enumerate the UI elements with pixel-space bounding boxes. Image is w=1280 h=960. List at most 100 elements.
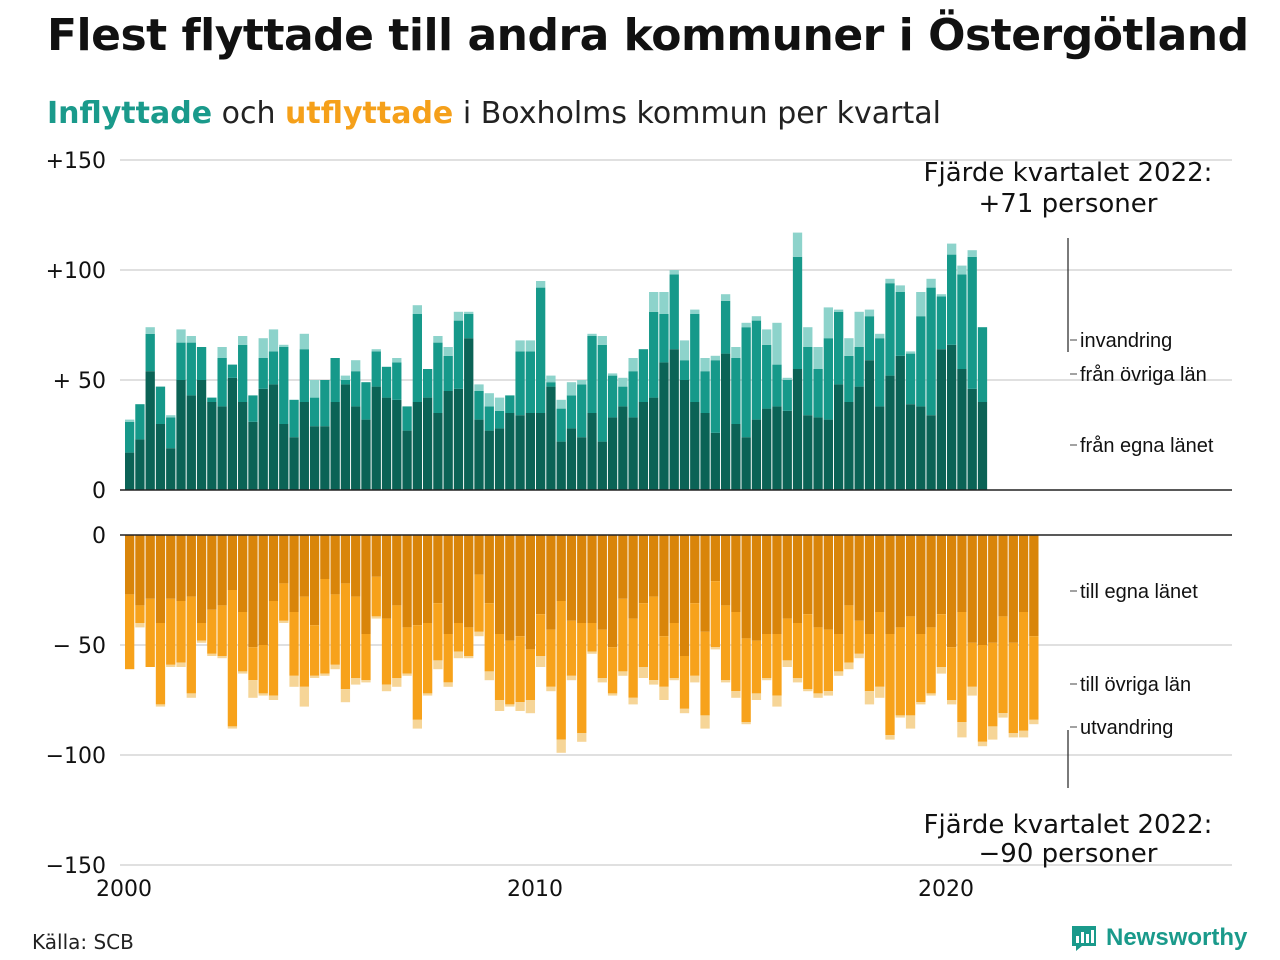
bar-in-same-county	[885, 375, 895, 490]
bar-out-other-counties	[792, 623, 803, 678]
bar-out-emigration	[176, 662, 186, 667]
bar-out-same-county	[751, 535, 762, 641]
bar-out-emigration	[772, 695, 782, 707]
bar-in-immigration	[947, 243, 957, 255]
bar-in-other-counties	[443, 355, 453, 391]
bar-in-immigration	[536, 281, 546, 288]
bar-in-same-county	[125, 452, 135, 490]
x-tick-label: 2020	[918, 877, 974, 902]
bar-out-emigration	[361, 680, 371, 683]
bar-out-other-counties	[597, 629, 607, 678]
bar-in-other-counties	[381, 366, 392, 398]
bar-out-other-counties	[443, 634, 453, 683]
bar-in-other-counties	[361, 382, 371, 420]
bar-out-same-county	[731, 535, 741, 612]
bar-out-emigration	[186, 693, 196, 698]
bar-out-emigration	[618, 671, 628, 676]
bar-in-same-county	[299, 402, 309, 490]
segment-label-out: till egna länet	[1080, 581, 1198, 603]
bar-in-immigration	[556, 399, 566, 409]
bar-out-same-county	[854, 535, 864, 621]
bar-in-other-counties	[258, 358, 268, 389]
annotation-bottom-line1: Fjärde kvartalet 2022:	[924, 810, 1213, 840]
bar-in-other-counties	[556, 408, 566, 442]
bar-out-other-counties	[320, 579, 330, 674]
bar-out-other-counties	[720, 605, 731, 681]
bar-out-same-county	[844, 535, 854, 606]
brand-logo[interactable]: Newsworthy	[1070, 924, 1247, 952]
bar-in-other-counties	[751, 320, 762, 420]
bar-in-immigration	[854, 311, 864, 347]
bar-in-same-county	[710, 432, 720, 490]
bar-in-same-county	[597, 441, 607, 490]
bar-out-emigration	[833, 671, 844, 676]
bar-in-other-counties	[155, 386, 166, 424]
bar-out-emigration	[720, 680, 731, 683]
bar-in-other-counties	[772, 364, 782, 407]
bar-in-immigration	[731, 347, 741, 358]
bar-in-immigration	[494, 397, 505, 411]
bar-out-other-counties	[351, 596, 361, 678]
bar-in-same-county	[607, 417, 618, 490]
bar-out-other-counties	[782, 618, 792, 661]
bar-out-emigration	[309, 675, 320, 678]
bar-out-same-county	[125, 535, 135, 595]
bar-out-same-county	[916, 535, 926, 634]
bar-in-same-county	[248, 421, 258, 490]
bar-in-immigration	[566, 382, 577, 396]
bar-in-immigration	[926, 278, 936, 288]
segment-label-in: från egna länet	[1080, 435, 1214, 457]
bar-in-immigration	[751, 316, 762, 321]
newsworthy-icon	[1072, 926, 1096, 951]
bar-in-immigration	[453, 311, 464, 321]
bar-out-other-counties	[238, 612, 248, 672]
bar-out-other-counties	[669, 623, 679, 678]
bar-out-emigration	[977, 741, 988, 747]
bar-in-other-counties	[854, 347, 864, 387]
bar-in-same-county	[505, 413, 515, 490]
bar-in-same-county	[926, 415, 936, 490]
bar-out-emigration	[515, 702, 525, 711]
bar-out-emigration	[875, 686, 885, 698]
bar-in-immigration	[833, 309, 844, 312]
bar-out-emigration	[330, 664, 340, 670]
bar-out-same-county	[484, 535, 494, 604]
bar-in-other-counties	[792, 256, 803, 369]
bar-in-immigration	[628, 358, 638, 372]
bar-out-other-counties	[166, 598, 176, 665]
bar-out-same-county	[1018, 535, 1029, 612]
bar-in-immigration	[577, 380, 587, 385]
bar-in-other-counties	[977, 327, 988, 402]
bar-in-same-county	[618, 406, 628, 490]
bar-out-emigration	[505, 704, 515, 707]
bar-out-other-counties	[803, 614, 813, 689]
bar-in-immigration	[464, 311, 474, 314]
bar-in-same-county	[536, 413, 546, 490]
bar-in-other-counties	[464, 314, 474, 339]
bar-out-same-county	[361, 535, 371, 634]
bar-out-same-county	[864, 535, 875, 634]
bar-in-immigration	[607, 373, 618, 376]
bar-in-other-counties	[690, 314, 700, 402]
bar-in-other-counties	[618, 386, 628, 407]
bar-out-other-counties	[659, 636, 669, 687]
bar-in-same-county	[145, 371, 155, 490]
bar-in-same-county	[453, 388, 464, 490]
bar-in-immigration	[813, 347, 823, 369]
segment-label-out: utvandring	[1080, 717, 1173, 739]
bar-out-other-counties	[525, 649, 536, 700]
bar-in-same-county	[936, 349, 947, 490]
bar-out-other-counties	[227, 590, 238, 727]
bar-out-other-counties	[196, 623, 207, 641]
bar-out-emigration	[484, 671, 494, 681]
bar-out-same-county	[885, 535, 895, 634]
bar-in-same-county	[823, 419, 833, 490]
annotation-bottom-line2: −90 personer	[979, 839, 1158, 869]
bar-out-same-county	[381, 535, 392, 619]
bar-out-emigration	[155, 704, 166, 707]
bar-in-immigration	[905, 351, 916, 354]
bar-out-same-county	[988, 535, 998, 643]
bar-in-other-counties	[679, 360, 690, 380]
bar-out-other-counties	[957, 612, 967, 722]
